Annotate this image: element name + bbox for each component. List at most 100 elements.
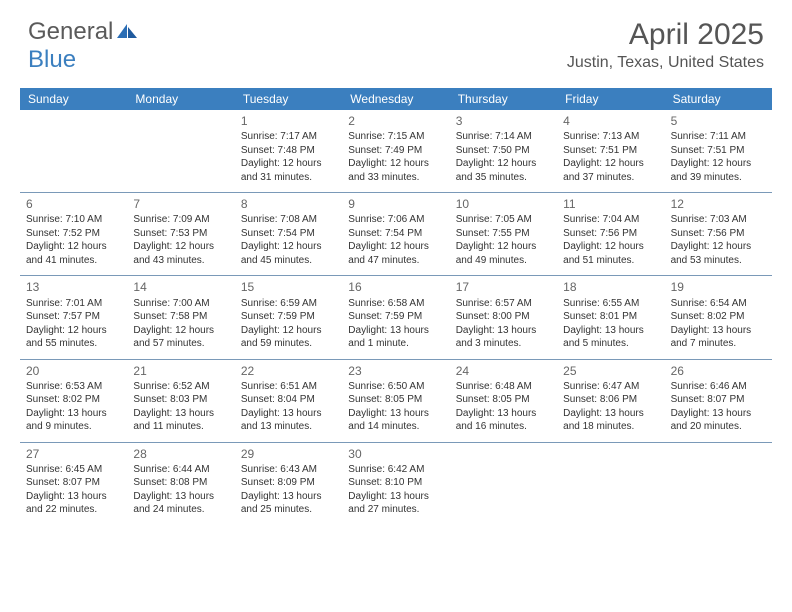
day-cell: 28Sunrise: 6:44 AMSunset: 8:08 PMDayligh… [127,443,234,525]
daylight-text: and 13 minutes. [241,420,336,434]
daylight-text: and 47 minutes. [348,254,443,268]
sail-icon [115,22,139,40]
day-number: 14 [133,279,228,295]
week-row: 27Sunrise: 6:45 AMSunset: 8:07 PMDayligh… [20,443,772,525]
day-number: 28 [133,446,228,462]
sunrise-text: Sunrise: 6:57 AM [456,297,551,311]
sunset-text: Sunset: 8:10 PM [348,476,443,490]
sunset-text: Sunset: 7:56 PM [563,227,658,241]
sunset-text: Sunset: 7:59 PM [348,310,443,324]
sunrise-text: Sunrise: 7:17 AM [241,130,336,144]
sunset-text: Sunset: 8:05 PM [348,393,443,407]
day-cell [450,443,557,525]
day-cell: 6Sunrise: 7:10 AMSunset: 7:52 PMDaylight… [20,193,127,275]
day-number: 19 [671,279,766,295]
sunrise-text: Sunrise: 6:51 AM [241,380,336,394]
daylight-text: Daylight: 13 hours [348,407,443,421]
sunrise-text: Sunrise: 7:06 AM [348,213,443,227]
day-number: 4 [563,113,658,129]
sunset-text: Sunset: 7:53 PM [133,227,228,241]
day-cell: 14Sunrise: 7:00 AMSunset: 7:58 PMDayligh… [127,276,234,358]
daylight-text: and 11 minutes. [133,420,228,434]
sunrise-text: Sunrise: 6:54 AM [671,297,766,311]
daylight-text: Daylight: 13 hours [133,490,228,504]
location-text: Justin, Texas, United States [567,54,764,72]
daylight-text: and 9 minutes. [26,420,121,434]
day-number: 25 [563,363,658,379]
day-cell: 17Sunrise: 6:57 AMSunset: 8:00 PMDayligh… [450,276,557,358]
week-row: 1Sunrise: 7:17 AMSunset: 7:48 PMDaylight… [20,110,772,193]
day-cell: 4Sunrise: 7:13 AMSunset: 7:51 PMDaylight… [557,110,664,192]
daylight-text: and 49 minutes. [456,254,551,268]
day-number: 24 [456,363,551,379]
daylight-text: Daylight: 12 hours [456,157,551,171]
day-number: 6 [26,196,121,212]
day-cell: 13Sunrise: 7:01 AMSunset: 7:57 PMDayligh… [20,276,127,358]
sunset-text: Sunset: 8:07 PM [671,393,766,407]
daylight-text: Daylight: 12 hours [133,240,228,254]
daylight-text: Daylight: 13 hours [456,407,551,421]
sunrise-text: Sunrise: 6:42 AM [348,463,443,477]
sunrise-text: Sunrise: 7:15 AM [348,130,443,144]
sunrise-text: Sunrise: 7:08 AM [241,213,336,227]
day-number: 13 [26,279,121,295]
day-number: 29 [241,446,336,462]
daylight-text: Daylight: 12 hours [671,157,766,171]
daylight-text: Daylight: 12 hours [26,324,121,338]
daylight-text: Daylight: 12 hours [133,324,228,338]
daylight-text: and 59 minutes. [241,337,336,351]
daylight-text: and 57 minutes. [133,337,228,351]
day-cell: 5Sunrise: 7:11 AMSunset: 7:51 PMDaylight… [665,110,772,192]
logo-text-2: Blue [28,46,76,73]
day-cell: 1Sunrise: 7:17 AMSunset: 7:48 PMDaylight… [235,110,342,192]
daylight-text: Daylight: 13 hours [348,324,443,338]
sunrise-text: Sunrise: 6:52 AM [133,380,228,394]
day-cell: 9Sunrise: 7:06 AMSunset: 7:54 PMDaylight… [342,193,449,275]
day-header-wednesday: Wednesday [342,88,449,110]
sunset-text: Sunset: 8:09 PM [241,476,336,490]
daylight-text: and 14 minutes. [348,420,443,434]
sunrise-text: Sunrise: 7:04 AM [563,213,658,227]
sunset-text: Sunset: 8:00 PM [456,310,551,324]
day-number: 26 [671,363,766,379]
day-cell: 7Sunrise: 7:09 AMSunset: 7:53 PMDaylight… [127,193,234,275]
day-number: 12 [671,196,766,212]
sunset-text: Sunset: 7:54 PM [241,227,336,241]
sunrise-text: Sunrise: 6:44 AM [133,463,228,477]
daylight-text: Daylight: 13 hours [133,407,228,421]
day-cell: 22Sunrise: 6:51 AMSunset: 8:04 PMDayligh… [235,360,342,442]
daylight-text: Daylight: 12 hours [456,240,551,254]
daylight-text: and 5 minutes. [563,337,658,351]
sunrise-text: Sunrise: 7:05 AM [456,213,551,227]
day-header-sunday: Sunday [20,88,127,110]
day-cell: 30Sunrise: 6:42 AMSunset: 8:10 PMDayligh… [342,443,449,525]
sunrise-text: Sunrise: 7:13 AM [563,130,658,144]
daylight-text: and 20 minutes. [671,420,766,434]
sunset-text: Sunset: 8:06 PM [563,393,658,407]
sunset-text: Sunset: 8:02 PM [26,393,121,407]
day-cell: 15Sunrise: 6:59 AMSunset: 7:59 PMDayligh… [235,276,342,358]
daylight-text: Daylight: 12 hours [348,157,443,171]
sunset-text: Sunset: 7:54 PM [348,227,443,241]
header: GeneralBlue April 2025 Justin, Texas, Un… [0,0,792,82]
day-number: 18 [563,279,658,295]
sunset-text: Sunset: 7:51 PM [671,144,766,158]
sunrise-text: Sunrise: 7:14 AM [456,130,551,144]
daylight-text: and 39 minutes. [671,171,766,185]
sunrise-text: Sunrise: 7:01 AM [26,297,121,311]
sunset-text: Sunset: 7:52 PM [26,227,121,241]
day-cell: 12Sunrise: 7:03 AMSunset: 7:56 PMDayligh… [665,193,772,275]
sunrise-text: Sunrise: 6:55 AM [563,297,658,311]
day-number: 16 [348,279,443,295]
daylight-text: and 18 minutes. [563,420,658,434]
sunset-text: Sunset: 8:08 PM [133,476,228,490]
sunset-text: Sunset: 8:03 PM [133,393,228,407]
daylight-text: and 24 minutes. [133,503,228,517]
day-cell: 23Sunrise: 6:50 AMSunset: 8:05 PMDayligh… [342,360,449,442]
sunrise-text: Sunrise: 7:09 AM [133,213,228,227]
day-number: 17 [456,279,551,295]
day-cell [127,110,234,192]
daylight-text: Daylight: 12 hours [671,240,766,254]
daylight-text: and 22 minutes. [26,503,121,517]
daylight-text: and 45 minutes. [241,254,336,268]
